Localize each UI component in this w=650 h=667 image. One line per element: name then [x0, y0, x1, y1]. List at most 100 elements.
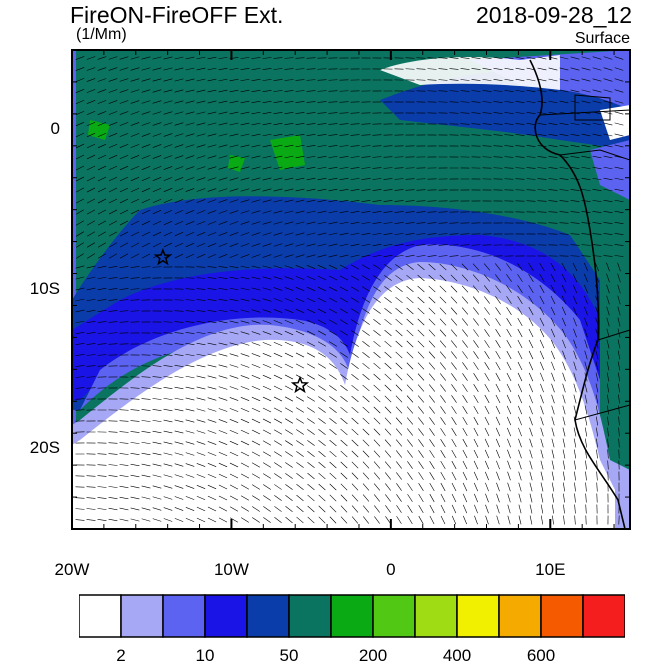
wind-barb — [152, 177, 162, 181]
wind-barb — [550, 306, 556, 316]
wind-barb — [472, 285, 480, 293]
wind-barb — [274, 473, 282, 479]
wind-barb — [317, 352, 327, 358]
wind-barb — [518, 460, 522, 470]
wind-barb — [362, 341, 370, 347]
wind-barb — [362, 428, 370, 436]
wind-barb — [592, 255, 602, 257]
wind-barb — [86, 332, 96, 334]
wind-barb — [306, 265, 316, 269]
wind-barb — [318, 396, 326, 402]
wind-barb — [372, 156, 382, 158]
wind-barb — [174, 199, 184, 203]
wind-barb — [581, 155, 591, 159]
wind-barb — [317, 166, 327, 170]
wind-barb — [450, 340, 458, 348]
wind-barb — [614, 244, 624, 246]
wind-barb — [152, 376, 162, 378]
wind-barb — [603, 100, 613, 104]
wind-barb — [504, 101, 514, 103]
wind-barb — [174, 220, 184, 226]
wind-barb — [618, 416, 620, 426]
wind-barb — [517, 394, 523, 404]
wind-barb — [484, 329, 490, 337]
wind-barb — [394, 254, 404, 258]
wind-barb — [163, 89, 173, 93]
wind-barb — [584, 306, 588, 316]
wind-barb — [584, 438, 588, 448]
wind-barb — [263, 484, 271, 490]
wind-barb — [405, 233, 415, 235]
wind-barb — [570, 233, 580, 235]
wind-barb — [163, 452, 173, 456]
wind-barb — [329, 472, 337, 480]
wind-barb — [251, 429, 261, 435]
wind-barb — [218, 517, 228, 523]
wind-barb — [406, 373, 414, 381]
wind-barb — [273, 363, 283, 369]
wind-barb — [473, 416, 479, 426]
wind-barb — [573, 449, 577, 459]
wind-barb — [163, 133, 173, 137]
wind-barb — [229, 353, 239, 357]
colorbar-swatch — [582, 594, 625, 638]
wind-barb — [229, 462, 239, 468]
wind-barb — [86, 343, 96, 345]
wind-barb — [394, 156, 404, 158]
wind-barb — [417, 274, 425, 282]
wind-barb — [551, 482, 555, 492]
wind-barb — [561, 306, 567, 316]
wind-barb — [395, 395, 403, 403]
wind-barb — [75, 497, 85, 499]
wind-barb — [218, 78, 228, 82]
wind-barb — [218, 155, 228, 159]
wind-barb — [550, 262, 556, 272]
wind-barb — [340, 461, 348, 469]
wind-barb — [108, 464, 118, 466]
wind-barb — [141, 463, 151, 467]
wind-barb — [273, 166, 283, 170]
wind-barb — [318, 505, 326, 513]
wind-barb — [559, 133, 569, 137]
wind-barb — [163, 419, 173, 423]
wind-barb — [340, 494, 348, 502]
wind-barb — [318, 450, 326, 458]
wind-barb — [474, 515, 478, 525]
wind-barb — [429, 417, 435, 425]
wind-barb — [581, 244, 591, 246]
wind-barb — [472, 263, 480, 271]
wind-barb — [394, 244, 404, 246]
wind-barb — [351, 363, 359, 369]
wind-barb — [218, 100, 228, 104]
wind-barb — [240, 144, 250, 148]
wind-barb — [262, 254, 272, 258]
wind-barb — [559, 111, 569, 115]
wind-barb — [573, 394, 577, 404]
wind-barb — [373, 340, 381, 348]
wind-barb — [592, 200, 602, 202]
wind-barb — [207, 188, 217, 192]
wind-barb — [529, 493, 533, 503]
wind-barb — [163, 496, 173, 500]
wind-barb — [429, 504, 435, 514]
wind-barb — [86, 231, 96, 237]
wind-barb — [462, 482, 468, 492]
wind-barb — [306, 188, 316, 192]
wind-barb — [196, 199, 206, 203]
wind-barb — [97, 365, 107, 367]
wind-barb — [306, 123, 316, 125]
wind-barb — [418, 472, 424, 480]
wind-barb — [429, 515, 435, 525]
wind-barb — [383, 233, 393, 235]
wind-barb — [141, 376, 151, 378]
wind-barb — [119, 56, 129, 60]
wind-barb — [196, 506, 206, 512]
wind-barb — [406, 362, 414, 370]
wind-barb — [262, 199, 272, 203]
wind-barb — [529, 515, 533, 525]
wind-barb — [372, 211, 382, 213]
wind-barb — [495, 329, 501, 337]
wind-barb — [240, 265, 250, 269]
wind-barb — [185, 386, 195, 390]
colorbar-label: 600 — [526, 646, 556, 665]
